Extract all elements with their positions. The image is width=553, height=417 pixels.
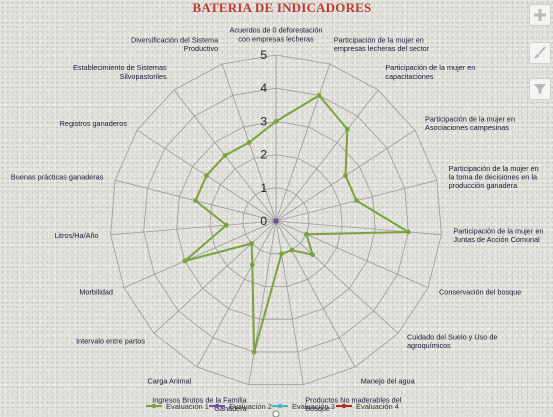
filter-icon bbox=[534, 84, 546, 95]
data-point bbox=[279, 251, 284, 257]
legend-label: Evaluación 2 bbox=[229, 402, 272, 411]
axis-spoke bbox=[275, 63, 331, 222]
data-point bbox=[193, 198, 198, 204]
grid-ring bbox=[242, 187, 310, 255]
axis-spoke bbox=[153, 220, 277, 334]
axis-spoke bbox=[275, 89, 379, 222]
data-point bbox=[304, 231, 309, 237]
axis-labels: Acuerdos de 0 deforestación con empresas … bbox=[11, 26, 544, 414]
axis-spoke bbox=[110, 220, 277, 236]
legend-entry[interactable]: Evaluación 1 bbox=[146, 402, 209, 411]
tick-label: 5 bbox=[260, 48, 267, 62]
axis-label: Morbilidad bbox=[79, 288, 113, 297]
axis-spoke bbox=[275, 220, 429, 289]
axis-label: Participación de la mujer en la toma de d… bbox=[449, 164, 539, 190]
data-point bbox=[316, 93, 322, 98]
data-point bbox=[249, 241, 255, 246]
axis-label: Ingresos Brutos de la Familia Ganadera bbox=[152, 396, 247, 414]
add-element-button[interactable] bbox=[529, 4, 551, 26]
plus-icon bbox=[534, 9, 546, 21]
axis-label: Participación de la mujer en empresas lec… bbox=[334, 35, 430, 53]
data-point bbox=[249, 262, 255, 268]
data-point bbox=[204, 173, 209, 179]
data-point bbox=[405, 229, 411, 235]
legend-marker bbox=[151, 403, 157, 409]
legend-entry[interactable]: Evaluación 2 bbox=[209, 402, 272, 411]
legend-marker bbox=[341, 403, 347, 409]
brush-icon bbox=[534, 46, 546, 59]
data-point bbox=[246, 140, 252, 145]
axis-label: Cuidado del Suelo y Uso de agroquímicos bbox=[407, 332, 497, 350]
axis-spoke bbox=[275, 220, 399, 334]
axis-spoke bbox=[275, 220, 356, 368]
axis-label: Acuerdos de 0 deforestación con empresas … bbox=[230, 26, 323, 44]
data-point bbox=[345, 126, 350, 132]
axis-label: Litros/Ha/Año bbox=[54, 231, 98, 240]
axis-label: Buenas prácticas ganaderas bbox=[11, 173, 104, 182]
tick-label: 1 bbox=[260, 181, 267, 195]
legend-marker bbox=[277, 403, 283, 409]
axis-label: Productos No maderables del Bosque bbox=[305, 396, 402, 414]
axis-label: Participación de la mujer en Juntas de Ac… bbox=[453, 227, 543, 245]
axis-label: Participación de la mujer en Asociaciones… bbox=[425, 115, 515, 133]
chart-title: BATERIA DE INDICADORES bbox=[193, 0, 372, 15]
data-point bbox=[251, 349, 257, 355]
data-point bbox=[354, 198, 359, 204]
radial-ticks: 0 1 2 3 4 5 bbox=[260, 48, 267, 228]
tick-label: 4 bbox=[260, 81, 267, 95]
data-point bbox=[224, 222, 229, 228]
chart-style-button[interactable] bbox=[529, 42, 551, 64]
radar-spokes bbox=[110, 55, 442, 385]
data-point bbox=[310, 252, 315, 258]
axis-spoke bbox=[248, 220, 277, 385]
tick-label: 0 bbox=[260, 214, 267, 228]
chart-filter-button[interactable] bbox=[529, 78, 551, 100]
axis-spoke bbox=[196, 220, 277, 368]
grid-ring bbox=[110, 54, 442, 386]
axis-spoke bbox=[275, 220, 304, 385]
data-point bbox=[182, 258, 188, 264]
legend-label: Evaluación 4 bbox=[356, 402, 399, 411]
axis-label: Participación de la mujer en capacitacion… bbox=[385, 63, 475, 81]
tick-label: 2 bbox=[260, 148, 267, 162]
data-point bbox=[273, 119, 279, 124]
axis-spoke bbox=[275, 220, 442, 236]
series-line bbox=[183, 94, 410, 353]
radar-grid bbox=[110, 54, 442, 386]
data-point bbox=[273, 218, 279, 224]
axis-label: Manejo del agua bbox=[361, 377, 416, 386]
axis-spoke bbox=[123, 220, 277, 289]
grid-ring bbox=[209, 154, 343, 287]
legend-label: Evaluación 1 bbox=[166, 402, 209, 411]
axis-label: Intervalo entre partos bbox=[76, 337, 145, 346]
data-point bbox=[222, 153, 228, 158]
series-layer bbox=[182, 93, 411, 355]
tick-label: 3 bbox=[260, 114, 267, 128]
legend-entry[interactable]: Evaluación 3 bbox=[272, 402, 335, 411]
grid-ring bbox=[176, 120, 376, 320]
axis-label: Registros ganaderos bbox=[60, 119, 128, 128]
legend-entry[interactable]: Evaluación 4 bbox=[336, 402, 399, 411]
resize-handle[interactable] bbox=[272, 410, 280, 417]
axis-label: Carga Animal bbox=[147, 377, 191, 386]
axis-label: Diversificación del Sistema Productivo bbox=[131, 35, 219, 53]
legend-label: Evaluación 3 bbox=[292, 402, 335, 411]
data-point bbox=[343, 173, 348, 179]
axis-label: Conservación del bosque bbox=[439, 288, 521, 297]
legend[interactable]: Evaluación 1 Evaluación 2 Evaluación 3 Eval… bbox=[146, 402, 399, 411]
data-point bbox=[289, 247, 295, 253]
axis-label: Establecimiento de Sistemas Silvopastoril… bbox=[73, 63, 167, 81]
grid-ring bbox=[143, 87, 409, 353]
legend-marker bbox=[214, 403, 220, 409]
